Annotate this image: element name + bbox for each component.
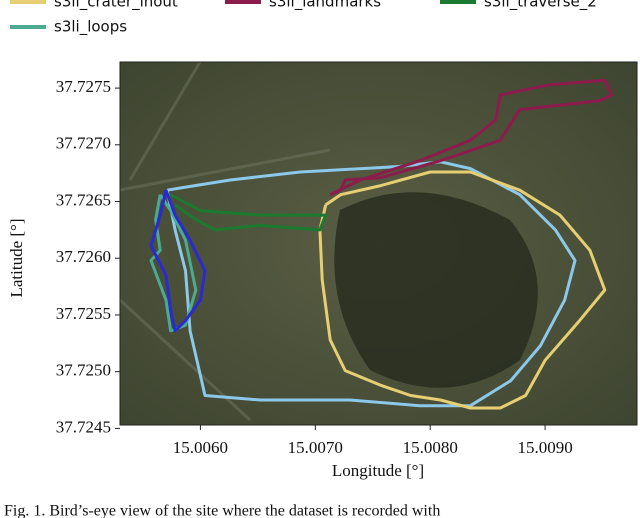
legend-label: s3li_loops	[54, 18, 127, 37]
crater	[334, 192, 538, 388]
trajectory	[149, 189, 207, 333]
y-tick-label: 37.7245	[56, 417, 111, 436]
caption: Fig. 1. Bird’s-eye view of the site wher…	[4, 503, 440, 518]
plot-frame	[119, 61, 638, 426]
y-axis-label: Latitude [°]	[7, 218, 26, 297]
trajectory	[318, 170, 607, 410]
y-tick-label: 37.7250	[56, 361, 111, 380]
y-tick-label: 37.7255	[56, 304, 111, 323]
trajectory	[169, 193, 328, 232]
y-tick-label: 37.7270	[56, 134, 111, 153]
trajectory	[149, 193, 198, 333]
x-tick-label: 15.0070	[288, 438, 343, 457]
x-tick-label: 15.0090	[517, 438, 572, 457]
trajectory	[165, 160, 577, 408]
y-tick-label: 37.7260	[56, 247, 111, 266]
x-tick-label: 15.0080	[403, 438, 458, 457]
x-tick-label: 15.0060	[173, 438, 228, 457]
y-tick-label: 37.7265	[56, 190, 111, 209]
legend-label: s3li_traverse_2	[484, 0, 597, 12]
x-axis-label: Longitude [°]	[332, 461, 424, 480]
legend-label: s3li_landmarks	[269, 0, 381, 12]
legend-label: s3li_crater_inout	[54, 0, 178, 12]
trajectory	[329, 78, 614, 197]
y-tick-label: 37.7275	[56, 77, 111, 96]
terrain-track	[118, 61, 331, 422]
